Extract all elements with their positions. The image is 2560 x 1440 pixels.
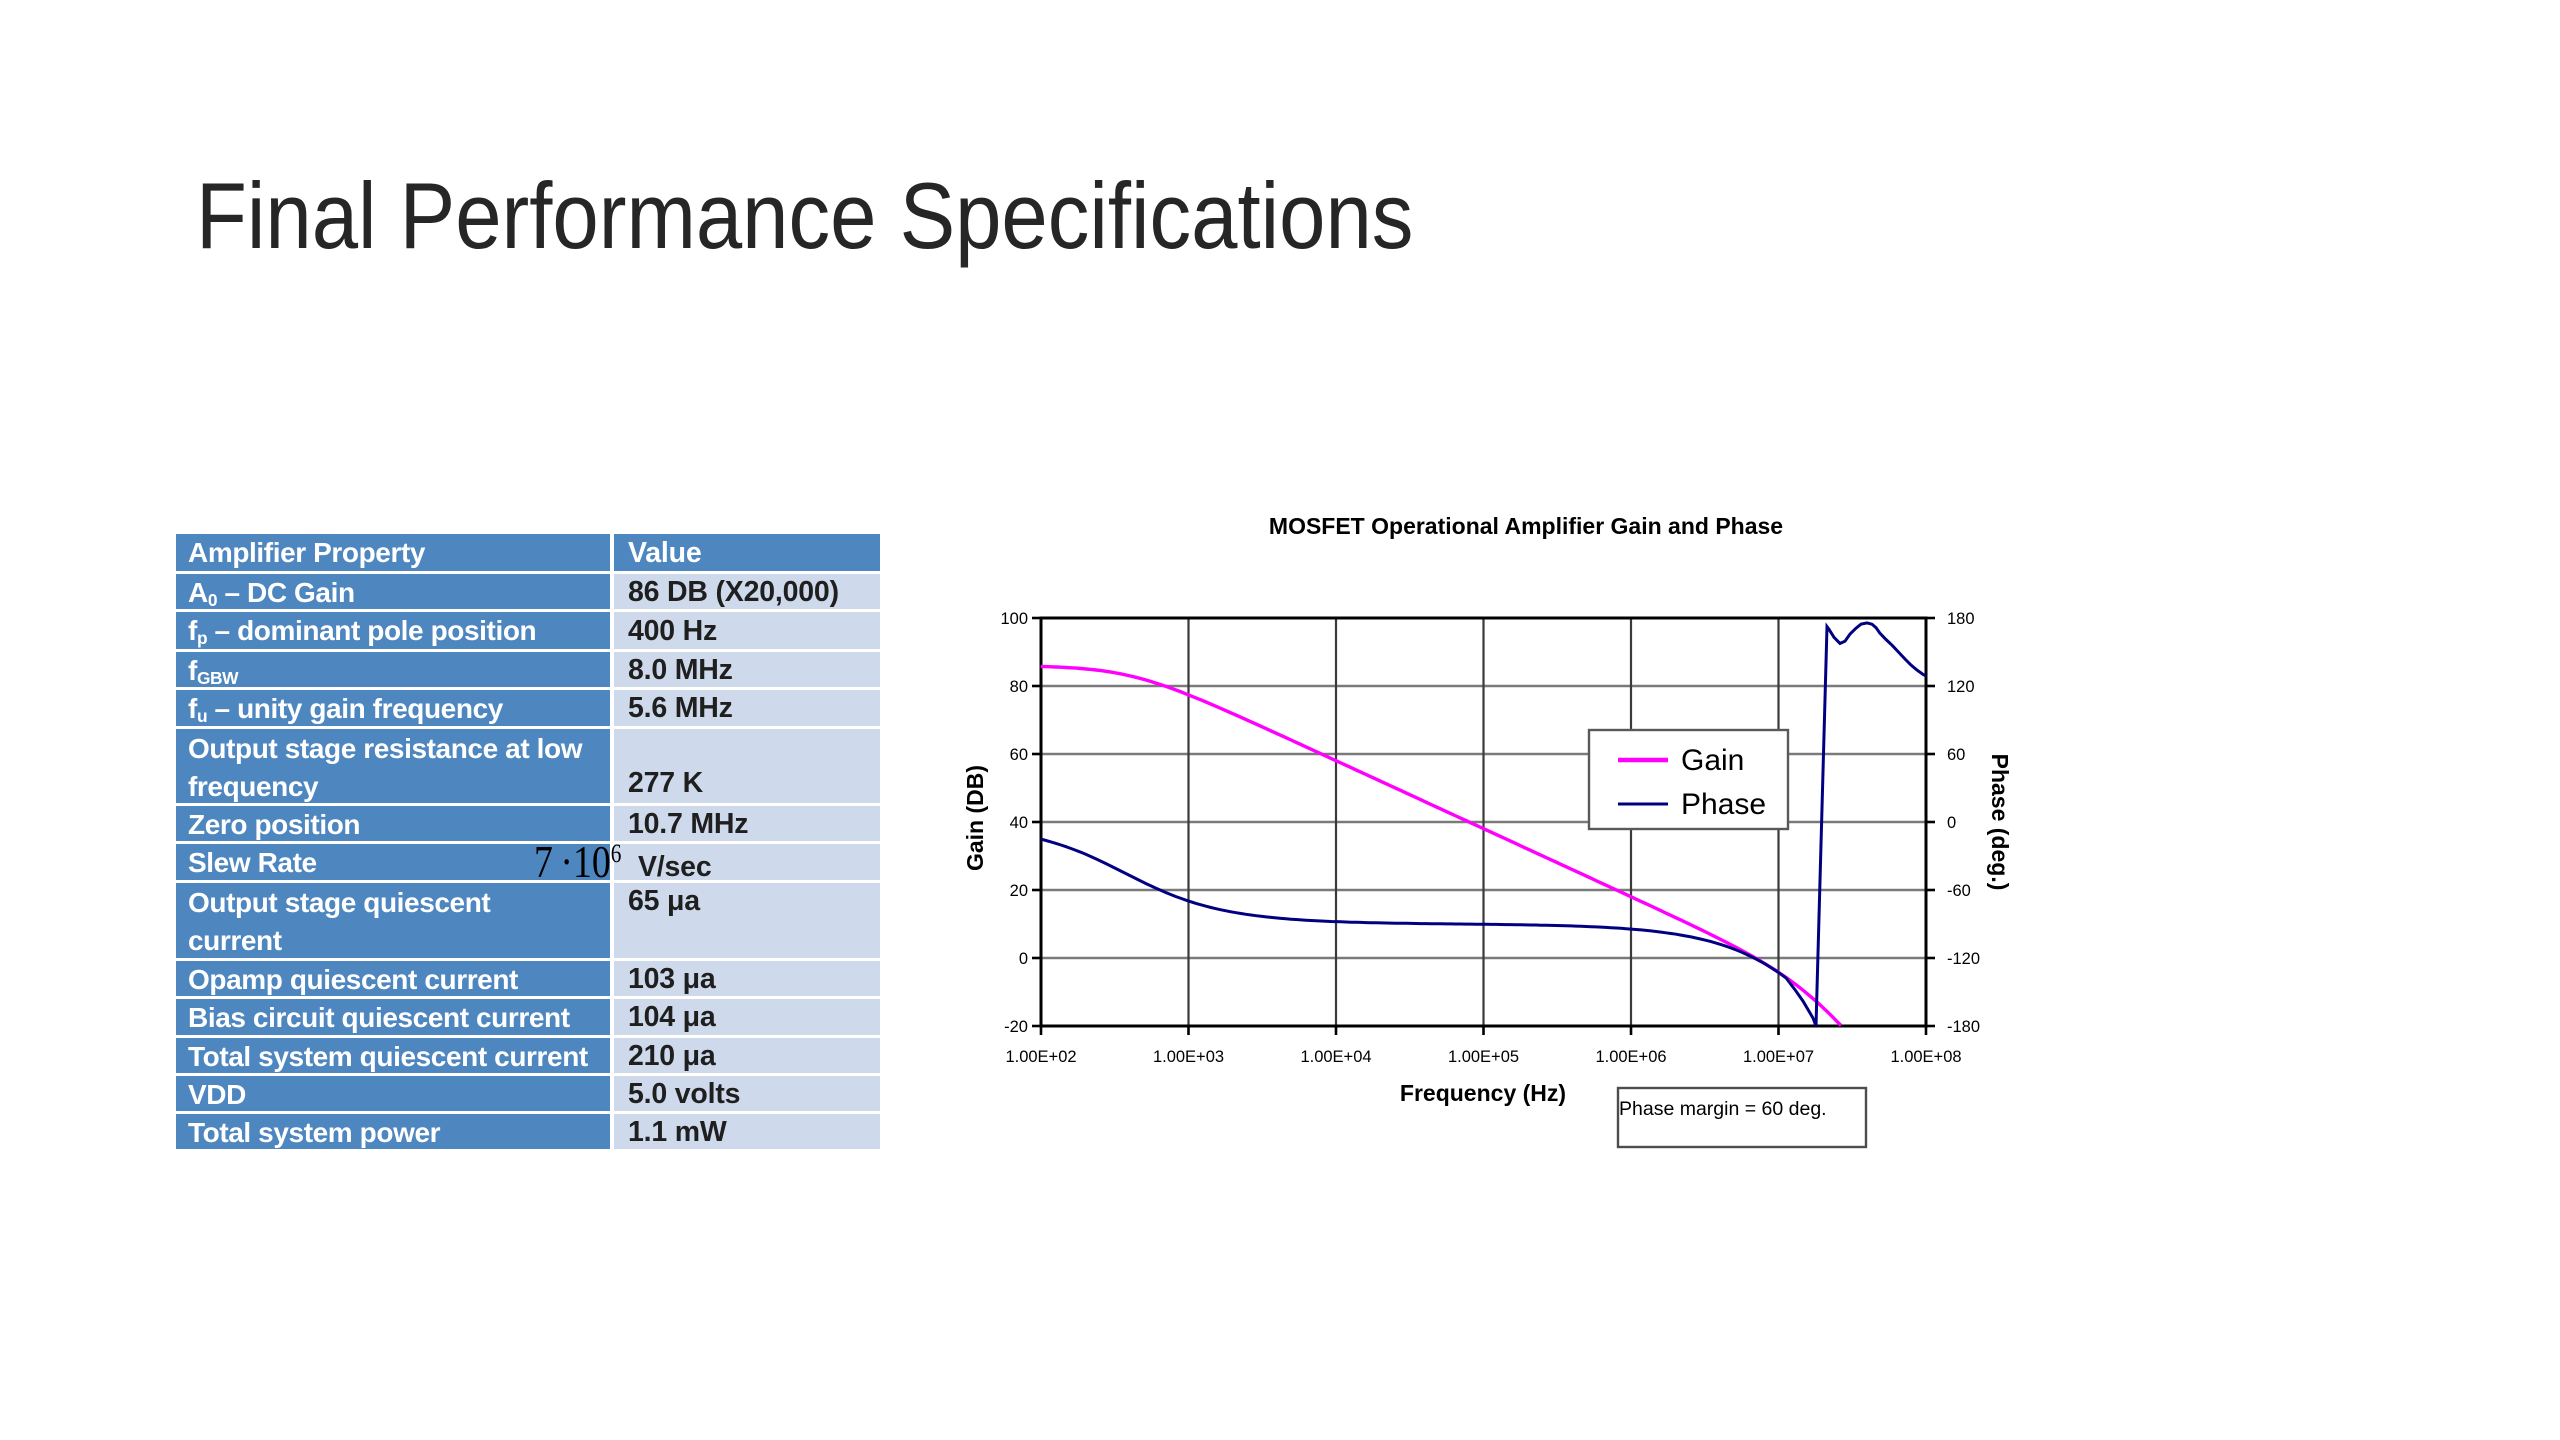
svg-text:20: 20 [1010,882,1028,900]
svg-text:Phase: Phase [1681,788,1766,821]
svg-text:180: 180 [1947,610,1975,628]
svg-text:-180: -180 [1947,1018,1980,1036]
svg-text:1.00E+03: 1.00E+03 [1153,1048,1224,1066]
svg-text:1.00E+02: 1.00E+02 [1005,1048,1076,1066]
svg-text:0: 0 [1019,950,1028,968]
svg-text:-60: -60 [1947,882,1971,900]
svg-text:Gain (DB): Gain (DB) [962,765,988,871]
svg-text:40: 40 [1010,814,1028,832]
svg-text:1.00E+08: 1.00E+08 [1890,1048,1961,1066]
svg-text:120: 120 [1947,678,1975,696]
svg-text:Phase (deg.): Phase (deg.) [1987,754,2013,891]
svg-text:1.00E+04: 1.00E+04 [1300,1048,1371,1066]
svg-text:MOSFET Operational Amplifier G: MOSFET Operational Amplifier Gain and Ph… [1269,513,1783,539]
svg-text:1.00E+06: 1.00E+06 [1595,1048,1666,1066]
svg-text:0: 0 [1947,814,1956,832]
svg-text:Phase margin = 60 deg.: Phase margin = 60 deg. [1619,1098,1827,1120]
svg-text:100: 100 [1000,610,1028,628]
svg-text:60: 60 [1947,746,1965,764]
svg-text:80: 80 [1010,678,1028,696]
svg-text:Gain: Gain [1681,744,1744,777]
svg-text:-120: -120 [1947,950,1980,968]
svg-text:Frequency (Hz): Frequency (Hz) [1400,1080,1566,1106]
svg-text:1.00E+05: 1.00E+05 [1448,1048,1519,1066]
svg-text:60: 60 [1010,746,1028,764]
svg-text:1.00E+07: 1.00E+07 [1743,1048,1814,1066]
svg-text:-20: -20 [1004,1018,1028,1036]
